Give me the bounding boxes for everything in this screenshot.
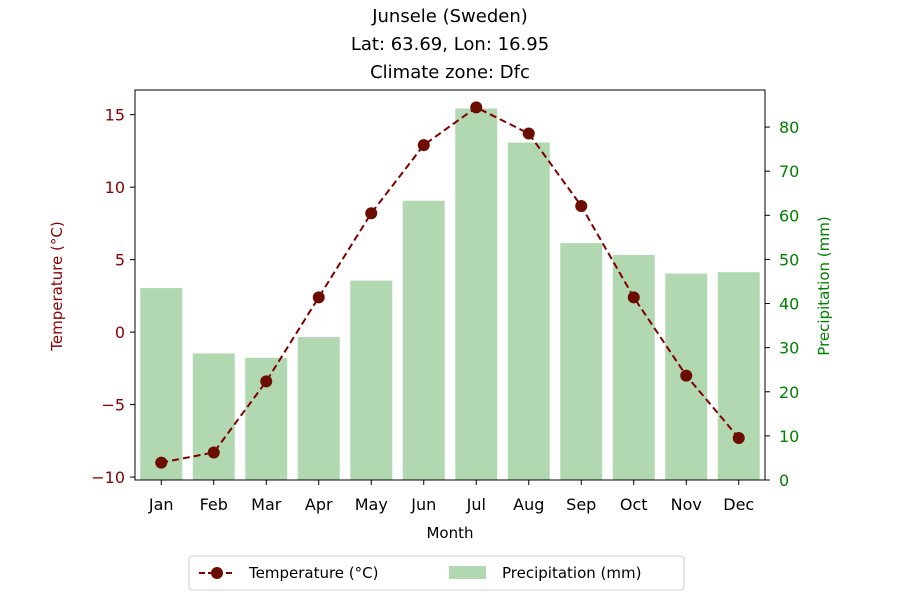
temperature-point-jul <box>470 101 483 114</box>
right-tick-label: 30 <box>779 339 799 358</box>
right-tick-label: 40 <box>779 295 799 314</box>
temperature-point-jan <box>155 456 168 469</box>
title-line-1: Junsele (Sweden) <box>371 6 528 27</box>
left-tick-label: −5 <box>101 396 125 415</box>
left-tick-label: 0 <box>115 323 125 342</box>
x-tick-label-jul: Jul <box>466 495 486 514</box>
right-tick-label: 80 <box>779 118 799 137</box>
x-tick-label-oct: Oct <box>620 495 648 514</box>
precipitation-bar-jun <box>402 200 445 480</box>
x-tick-label-dec: Dec <box>723 495 754 514</box>
legend-temperature-label: Temperature (°C) <box>248 564 378 582</box>
x-tick-label-apr: Apr <box>305 495 333 514</box>
left-tick-label: 10 <box>105 178 125 197</box>
precipitation-bar-feb <box>192 353 235 480</box>
temperature-series <box>155 101 745 469</box>
temperature-line <box>161 106 740 464</box>
x-tick-label-jun: Jun <box>410 495 436 514</box>
precipitation-bar-jul <box>455 108 498 480</box>
title-line-2: Lat: 63.69, Lon: 16.95 <box>351 34 549 55</box>
precipitation-bar-aug <box>507 142 550 480</box>
x-tick-label-sep: Sep <box>566 495 596 514</box>
precipitation-bar-jan <box>140 288 183 480</box>
legend-precipitation-label: Precipitation (mm) <box>502 564 641 582</box>
right-tick-label: 60 <box>779 206 799 225</box>
precipitation-bar-sep <box>560 243 603 480</box>
temperature-point-may <box>365 207 378 220</box>
right-tick-label: 0 <box>779 471 789 490</box>
y-axis-label-right: Precipitation (mm) <box>815 216 833 355</box>
left-axis: −10 −5 0 5 10 15 <box>91 106 135 487</box>
right-tick-label: 20 <box>779 383 799 402</box>
precipitation-bars <box>140 108 760 480</box>
x-tick-label-jan: Jan <box>148 495 174 514</box>
precipitation-bar-dec <box>717 272 760 480</box>
right-axis: 0 10 20 30 40 50 60 70 80 <box>765 118 799 490</box>
right-tick-label: 70 <box>779 162 799 181</box>
left-tick-label: −10 <box>91 468 125 487</box>
temperature-point-oct <box>627 291 640 304</box>
left-tick-label: 15 <box>105 106 125 125</box>
x-axis-label: Month <box>426 524 473 542</box>
x-tick-label-feb: Feb <box>200 495 228 514</box>
y-axis-label-left: Temperature (°C) <box>48 221 66 351</box>
legend-temperature-marker <box>211 567 223 579</box>
temperature-point-jun <box>417 139 430 152</box>
x-tick-label-aug: Aug <box>513 495 544 514</box>
legend: Temperature (°C) Precipitation (mm) <box>188 555 685 591</box>
precipitation-bar-may <box>350 280 393 480</box>
temperature-point-nov <box>680 369 693 382</box>
legend-box <box>188 555 685 591</box>
chart-title: Junsele (Sweden) Lat: 63.69, Lon: 16.95 … <box>351 6 549 83</box>
right-tick-label: 10 <box>779 427 799 446</box>
temperature-point-aug <box>522 127 535 140</box>
temperature-point-mar <box>260 375 273 388</box>
temperature-point-sep <box>575 199 588 212</box>
plot-frame <box>134 89 766 481</box>
x-tick-label-mar: Mar <box>251 495 282 514</box>
precipitation-bar-apr <box>297 337 340 480</box>
title-line-3: Climate zone: Dfc <box>370 62 530 83</box>
x-tick-label-may: May <box>355 495 388 514</box>
x-axis: Jan Feb Mar Apr May Jun Jul Aug Sep Oct Nov Dec <box>148 480 754 514</box>
legend-precipitation-swatch <box>449 566 486 579</box>
temperature-point-apr <box>312 291 325 304</box>
temperature-point-feb <box>207 446 220 459</box>
temperature-point-dec <box>732 431 745 444</box>
precipitation-bar-oct <box>612 255 655 480</box>
right-tick-label: 50 <box>779 250 799 269</box>
left-tick-label: 5 <box>115 251 125 270</box>
x-tick-label-nov: Nov <box>671 495 702 514</box>
